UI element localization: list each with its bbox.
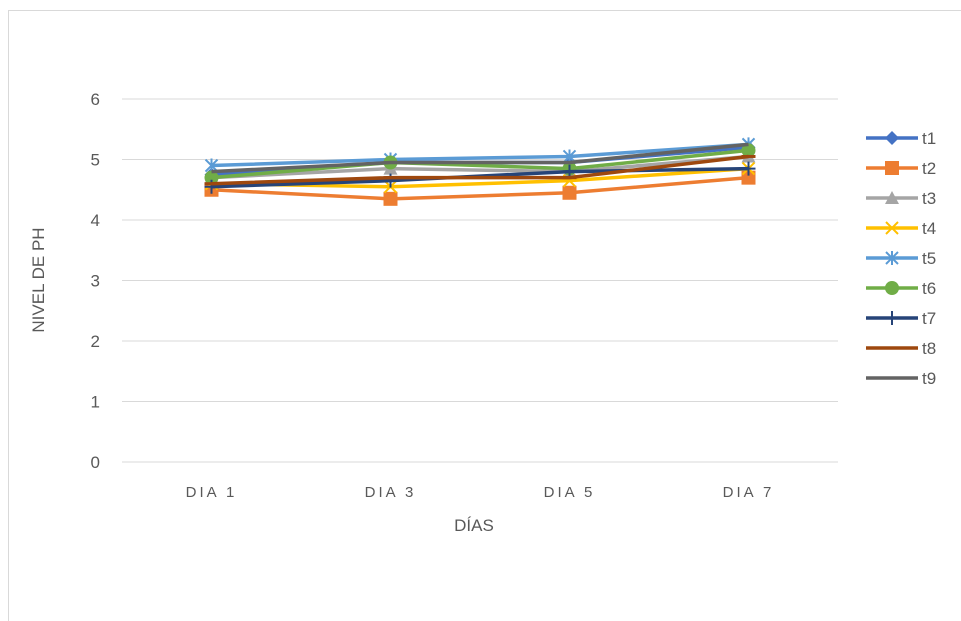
data-point (741, 170, 756, 185)
legend-marker (885, 311, 899, 325)
y-tick-label: 1 (91, 393, 100, 412)
legend-marker (885, 161, 899, 175)
series-t9 (211, 142, 749, 174)
chart-area (8, 10, 961, 621)
x-axis-title: DÍAS (454, 516, 494, 535)
legend-marker (885, 191, 899, 204)
data-point (741, 143, 756, 158)
data-point (383, 191, 398, 206)
data-point (204, 170, 219, 185)
legend-marker (885, 281, 899, 295)
legend-label: t6 (922, 279, 936, 298)
legend-label: t1 (922, 129, 936, 148)
legend-label: t9 (922, 369, 936, 388)
y-tick-label: 4 (91, 211, 100, 230)
legend: t1 t2 t3 t4 t5 t6 t7 t8 t9 (866, 129, 936, 388)
legend-marker (885, 131, 899, 145)
series-line (211, 154, 749, 186)
y-tick-label: 0 (91, 453, 100, 472)
series-line (211, 154, 749, 180)
series-t8 (204, 154, 756, 186)
gridlines (122, 98, 838, 463)
legend-item-t6: t6 (866, 279, 936, 298)
y-tick-label: 3 (91, 272, 100, 291)
legend-item-t2: t2 (866, 159, 936, 178)
series-line (211, 148, 749, 180)
x-tick-label: DIA 5 (544, 484, 596, 501)
legend-label: t2 (922, 159, 936, 178)
series-line (211, 175, 749, 201)
series-line (211, 142, 749, 168)
y-tick-label: 2 (91, 332, 100, 351)
y-axis-title: NIVEL DE PH (29, 227, 48, 332)
x-axis-ticks: DIA 1 DIA 3 DIA 5 DIA 7 (186, 484, 775, 501)
plot-series (204, 137, 756, 206)
legend-item-t3: t3 (866, 189, 936, 208)
legend-label: t3 (922, 189, 936, 208)
data-point (562, 185, 577, 200)
legend-item-t8: t8 (866, 339, 936, 358)
data-point (741, 161, 756, 176)
legend-item-t1: t1 (866, 129, 936, 148)
x-tick-label: DIA 1 (186, 484, 238, 501)
legend-label: t7 (922, 309, 936, 328)
legend-marker (885, 251, 899, 265)
legend-label: t5 (922, 249, 936, 268)
legend-label: t4 (922, 219, 936, 238)
x-tick-label: DIA 3 (365, 484, 417, 501)
x-tick-label: DIA 7 (723, 484, 775, 501)
legend-item-t5: t5 (866, 249, 936, 268)
y-tick-label: 6 (91, 90, 100, 109)
y-axis-ticks: 0 1 2 3 4 5 6 (91, 90, 100, 472)
legend-marker (885, 221, 899, 235)
legend-item-t7: t7 (866, 309, 936, 328)
legend-item-t9: t9 (866, 369, 936, 388)
legend-label: t8 (922, 339, 936, 358)
y-tick-label: 5 (91, 151, 100, 170)
legend-item-t4: t4 (866, 219, 936, 238)
series-line (211, 142, 749, 174)
